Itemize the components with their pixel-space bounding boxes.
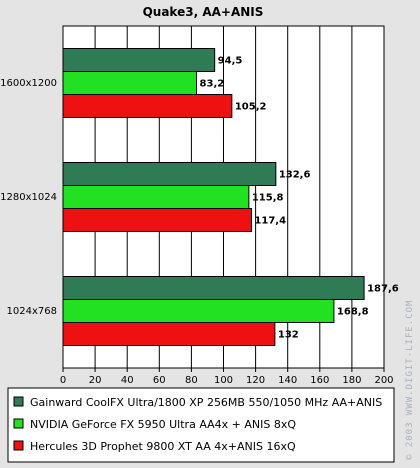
legend-label: Hercules 3D Prophet 9800 XT AA 4x+ANIS 1… <box>30 440 296 453</box>
category-label: 1600x1200 <box>0 78 57 89</box>
legend-swatch <box>13 418 24 429</box>
data-label: 115,8 <box>252 193 284 204</box>
category-label: 1280x1024 <box>0 192 57 203</box>
bar <box>62 48 216 72</box>
x-tick-label: 120 <box>246 375 265 386</box>
category-labels: 1600x1200 1280x1024 1024x768 <box>0 78 57 317</box>
x-tick-label: 160 <box>310 375 329 386</box>
data-labels: 94,5 83,2 105,2 132,6 115,8 117,4 187,6 168,8 13… <box>200 56 399 341</box>
data-label: 132 <box>278 330 299 341</box>
bars <box>62 48 365 346</box>
data-label: 187,6 <box>367 284 399 295</box>
data-label: 132,6 <box>279 170 311 181</box>
bar <box>62 185 250 209</box>
x-tick-label: 20 <box>89 375 102 386</box>
data-label: 94,5 <box>218 56 243 67</box>
chart-title: Quake3, AA+ANIS <box>143 5 264 19</box>
x-tick-label: 80 <box>185 375 198 386</box>
data-label: 83,2 <box>200 79 225 90</box>
data-label: 105,2 <box>235 102 267 113</box>
data-label: 168,8 <box>337 307 369 318</box>
legend-swatch <box>13 440 24 451</box>
x-tick-label: 100 <box>214 375 233 386</box>
x-axis-ticks: 0 20 40 60 80 100 120 140 160 180 200 <box>60 368 394 386</box>
data-label: 117,4 <box>254 216 286 227</box>
legend-swatch <box>13 396 24 407</box>
legend-box <box>7 387 395 463</box>
legend: Gainward CoolFX Ultra/1800 XP 256MB 550/… <box>7 387 395 463</box>
legend-label: Gainward CoolFX Ultra/1800 XP 256MB 550/… <box>30 396 382 409</box>
bar <box>62 71 198 95</box>
bar <box>62 94 233 118</box>
bar <box>62 276 365 300</box>
x-tick-label: 180 <box>342 375 361 386</box>
x-tick-label: 0 <box>60 375 66 386</box>
bar <box>62 162 277 186</box>
category-label: 1024x768 <box>7 306 57 317</box>
x-tick-label: 40 <box>121 375 134 386</box>
bar <box>62 208 252 232</box>
x-tick-label: 200 <box>374 375 393 386</box>
legend-label: NVIDIA GeForce FX 5950 Ultra AA4x + ANIS… <box>30 418 296 431</box>
x-tick-label: 60 <box>153 375 166 386</box>
bar <box>62 322 276 346</box>
watermark: © 2003 WWW.DIGIT-LIFE.COM <box>405 300 415 460</box>
bar <box>62 299 335 323</box>
x-tick-label: 140 <box>278 375 297 386</box>
